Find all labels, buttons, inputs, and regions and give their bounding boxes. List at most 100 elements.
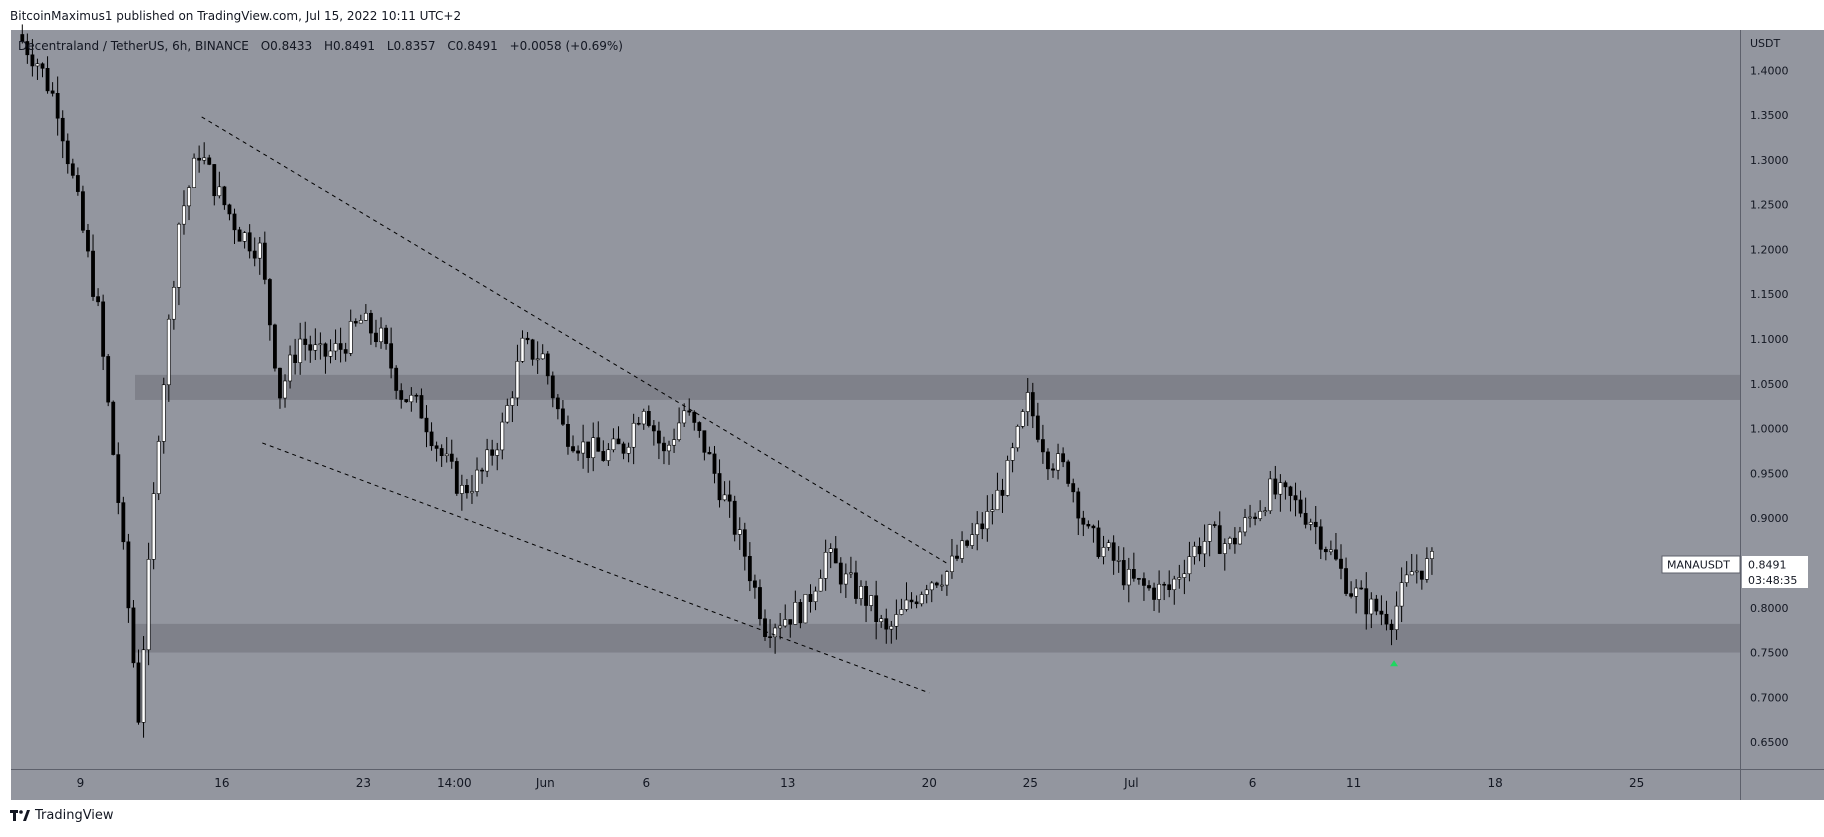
candle — [419, 388, 424, 419]
candle-up — [1005, 460, 1010, 496]
candle-down — [60, 117, 65, 142]
candle — [495, 442, 500, 471]
candle — [722, 481, 727, 502]
candle — [434, 441, 439, 462]
candle — [1207, 523, 1212, 557]
candle — [833, 536, 838, 564]
candle-down — [1142, 578, 1146, 586]
candle-down — [1030, 392, 1035, 417]
candle-down — [490, 449, 495, 456]
candle-up — [313, 344, 318, 351]
candle-up — [485, 449, 490, 472]
footer-branding[interactable]: TradingView — [10, 808, 114, 823]
candle — [561, 400, 565, 426]
candle-down — [374, 332, 378, 343]
candle-down — [980, 523, 985, 530]
candle-down — [399, 390, 404, 400]
candle-up — [1430, 551, 1434, 559]
candle-down — [136, 662, 141, 723]
candle-down — [768, 636, 772, 638]
candle — [465, 478, 469, 499]
candle — [773, 623, 778, 654]
price-tick-label: 1.3000 — [1750, 154, 1789, 167]
axis-corner — [1740, 769, 1824, 800]
candle-down — [1344, 568, 1348, 594]
candle-down — [561, 408, 565, 425]
candle — [338, 327, 343, 363]
candle-down — [40, 63, 45, 69]
candle — [783, 604, 788, 628]
candle-up — [1101, 547, 1106, 557]
candle — [894, 599, 899, 640]
candle-down — [838, 562, 843, 585]
candle-up — [626, 446, 631, 454]
candle — [449, 439, 454, 469]
price-tag-symbol: MANAUSDT — [1667, 559, 1730, 572]
price-tick-label: 1.0000 — [1750, 423, 1789, 436]
candle — [970, 522, 975, 549]
candle-up — [1010, 447, 1015, 461]
candle — [1419, 570, 1424, 590]
candle-up — [187, 187, 191, 207]
candle — [899, 598, 904, 616]
price-tick-label: 1.0500 — [1750, 378, 1789, 391]
candle — [1051, 463, 1055, 478]
candle — [161, 377, 166, 454]
candle — [636, 416, 641, 426]
candle-up — [894, 614, 899, 627]
candle-down — [1349, 593, 1354, 597]
candle — [985, 495, 990, 542]
candle — [1091, 524, 1096, 543]
candle-up — [217, 186, 222, 197]
candle — [116, 442, 121, 515]
candle-down — [1076, 491, 1081, 519]
candle-up — [161, 384, 166, 442]
candle — [960, 531, 964, 563]
candle-up — [849, 572, 853, 575]
legend-high-label: H — [324, 39, 334, 53]
candle-down — [389, 343, 394, 369]
time-axis[interactable] — [11, 769, 1740, 800]
price-axis[interactable] — [1740, 30, 1824, 769]
candle-down — [419, 395, 424, 419]
candle — [682, 403, 687, 427]
candle-down — [1162, 583, 1167, 586]
candle-down — [45, 68, 50, 92]
candle — [803, 594, 808, 624]
candle-down — [404, 399, 409, 403]
candle-down — [1035, 415, 1040, 440]
candle-up — [1414, 570, 1419, 573]
candle-down — [965, 540, 970, 546]
candle — [444, 437, 449, 463]
candle-down — [1374, 598, 1379, 612]
candle-up — [889, 625, 894, 630]
candle-down — [197, 157, 202, 161]
candle-down — [1041, 439, 1045, 453]
candle-down — [1283, 482, 1288, 488]
candle — [1015, 424, 1020, 452]
candle-up — [611, 438, 616, 451]
candle — [20, 24, 25, 44]
candle-down — [662, 442, 666, 452]
candle-up — [667, 444, 671, 452]
candle — [232, 208, 237, 244]
candle — [389, 327, 394, 379]
candle-down — [1379, 610, 1384, 615]
candle-up — [939, 584, 944, 587]
candle — [262, 231, 267, 285]
candle-down — [1217, 525, 1222, 554]
candle — [626, 442, 631, 463]
candle — [798, 599, 803, 629]
candle-up — [1020, 411, 1025, 427]
candle-down — [434, 445, 439, 449]
candle — [222, 185, 227, 210]
candle — [459, 474, 464, 511]
candle — [207, 154, 212, 166]
candle-up — [990, 509, 995, 512]
candle-up — [1222, 543, 1227, 554]
candle-down — [1384, 613, 1389, 625]
candle — [1404, 561, 1409, 587]
candle-down — [70, 163, 75, 176]
candle — [1116, 546, 1121, 573]
candle — [1278, 474, 1283, 512]
